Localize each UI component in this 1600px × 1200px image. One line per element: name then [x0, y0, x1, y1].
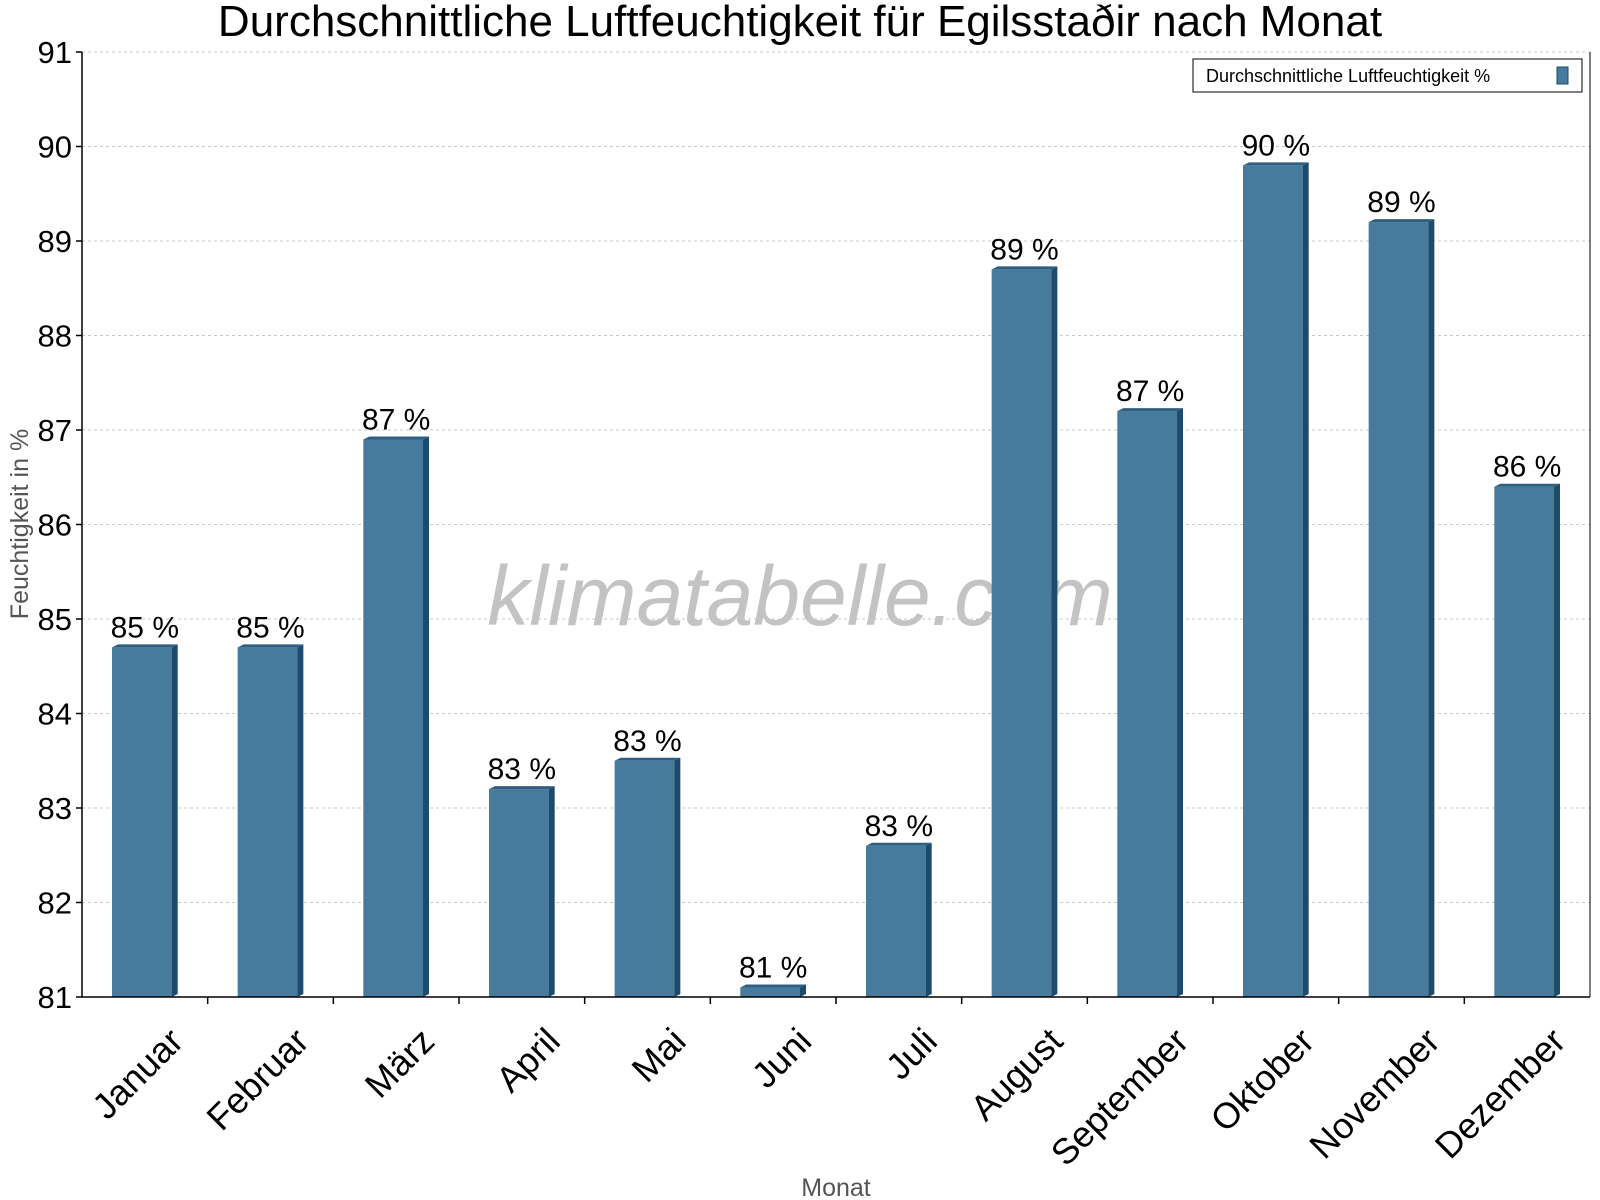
- legend: Durchschnittliche Luftfeuchtigkeit %: [1192, 58, 1583, 93]
- x-tick-label: Dezember: [1427, 1020, 1573, 1166]
- data-labels: 85 % 85 % 87 % 83 % 83 % 81 % 83 % 89 % 87 % 90 %…: [111, 129, 1562, 984]
- data-label: 86 %: [1493, 451, 1561, 484]
- bar-top: [1368, 219, 1435, 223]
- bar-top: [991, 266, 1058, 270]
- x-tick-label: Oktober: [1202, 1020, 1322, 1140]
- bar: [363, 439, 424, 997]
- bar-side: [925, 842, 932, 997]
- data-label: 90 %: [1242, 129, 1310, 162]
- bars: [111, 162, 1561, 998]
- bar-top: [614, 757, 681, 761]
- data-label: 87 %: [1116, 375, 1184, 408]
- bar: [614, 760, 675, 997]
- bar-side: [297, 644, 304, 997]
- x-tick-label: Juli: [878, 1020, 945, 1087]
- bar: [488, 789, 549, 997]
- data-label: 89 %: [990, 233, 1058, 266]
- y-tick-label: 84: [38, 697, 72, 732]
- bar: [1117, 411, 1178, 998]
- bar-top: [488, 786, 555, 790]
- bar: [1368, 222, 1429, 998]
- y-tick-label: 87: [38, 413, 72, 448]
- y-tick-label: 89: [38, 224, 72, 259]
- bar-side: [548, 786, 555, 997]
- x-tick-label: November: [1301, 1020, 1447, 1166]
- bar-top: [111, 644, 178, 648]
- x-tick-label: April: [488, 1020, 568, 1100]
- y-tick-label: 86: [38, 508, 72, 543]
- data-label: 81 %: [739, 952, 807, 985]
- x-tick-label: März: [357, 1020, 443, 1106]
- y-tick-label: 82: [38, 886, 72, 921]
- bar: [865, 845, 926, 997]
- data-label: 87 %: [362, 403, 430, 436]
- data-label: 83 %: [488, 753, 556, 786]
- y-tick-label: 85: [38, 602, 72, 637]
- bar-side: [1177, 408, 1184, 998]
- bar-top: [363, 436, 430, 440]
- y-tick-labels: 81 82 83 84 85 86 87 88 89 90 91: [38, 35, 82, 1015]
- bar-top: [1242, 162, 1309, 166]
- bar-top: [1494, 483, 1561, 487]
- x-axis-title: Monat: [801, 1174, 871, 1200]
- x-tick-label: Februar: [198, 1020, 316, 1138]
- x-tick-labels: Januar Februar März April Mai Juni Juli AugustS…: [84, 997, 1573, 1174]
- bar-side: [800, 984, 807, 997]
- y-axis-title: Feuchtigkeit in %: [6, 429, 34, 619]
- x-tick-label: Juni: [743, 1020, 819, 1096]
- bar-side: [674, 757, 681, 997]
- data-label: 85 %: [236, 611, 304, 644]
- y-tick-label: 88: [38, 319, 72, 354]
- gridlines: [82, 51, 1590, 903]
- bar-top: [1117, 408, 1184, 412]
- data-label: 89 %: [1367, 186, 1435, 219]
- bar: [991, 269, 1052, 998]
- bar: [1494, 486, 1555, 997]
- data-label: 85 %: [111, 611, 179, 644]
- legend-box: [1192, 58, 1583, 93]
- bar: [111, 647, 172, 997]
- bar-top: [865, 842, 932, 846]
- y-tick-label: 83: [38, 791, 72, 826]
- axes: [81, 52, 1591, 998]
- bar: [237, 647, 298, 997]
- legend-swatch: [1556, 66, 1569, 85]
- y-tick-label: 90: [38, 130, 72, 165]
- bar-top: [740, 984, 807, 988]
- y-tick-label: 91: [38, 35, 72, 70]
- y-tick-label: 81: [38, 980, 72, 1015]
- chart-title: Durchschnittliche Luftfeuchtigkeit für E…: [218, 0, 1382, 46]
- bar: [740, 987, 801, 997]
- bar-side: [1051, 266, 1058, 998]
- x-tick-label: September: [1043, 1020, 1197, 1174]
- x-tick-label: Januar: [84, 1020, 191, 1127]
- bar: [1242, 165, 1303, 997]
- bar-side: [1554, 483, 1561, 997]
- bar-side: [1428, 219, 1435, 998]
- bar-side: [1302, 162, 1309, 997]
- bar-side: [171, 644, 178, 997]
- x-tick-label: Mai: [624, 1020, 694, 1090]
- bar-top: [237, 644, 304, 648]
- data-label: 83 %: [613, 725, 681, 758]
- legend-label: Durchschnittliche Luftfeuchtigkeit %: [1206, 66, 1490, 86]
- x-tick-label: August: [962, 1020, 1070, 1128]
- bar-side: [423, 436, 430, 997]
- data-label: 83 %: [865, 810, 933, 843]
